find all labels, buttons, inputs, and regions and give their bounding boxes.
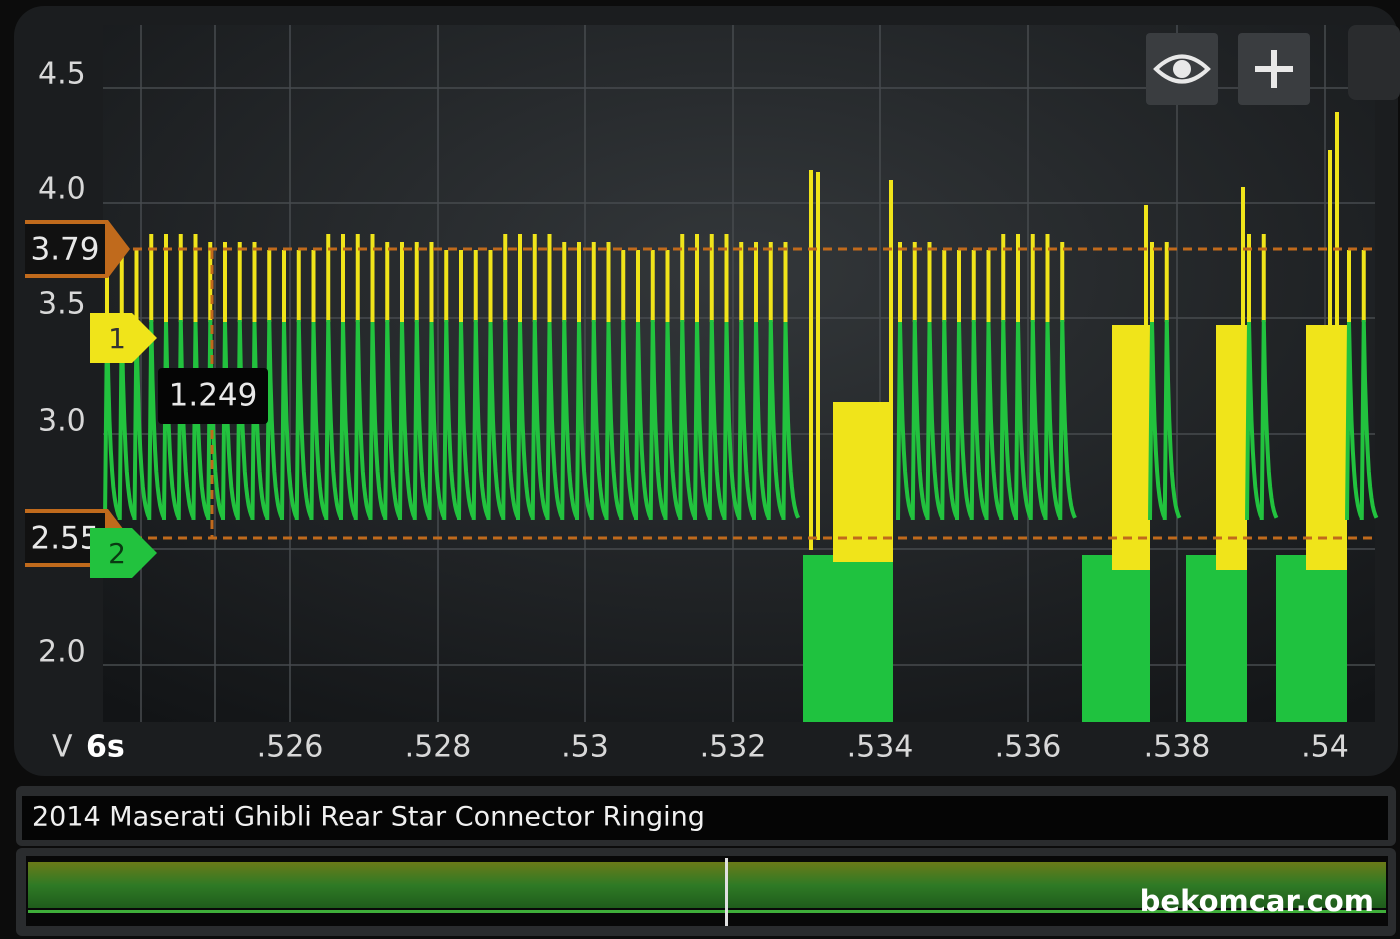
x-tick-label: .528 — [405, 730, 472, 765]
cursor-value: 2.55 — [30, 521, 99, 557]
x-tick-label: .534 — [847, 730, 914, 765]
trace-burst-high — [1112, 325, 1150, 570]
x-tick-label: .526 — [257, 730, 324, 765]
trace-burst-low — [1186, 555, 1247, 722]
y-tick-label: 4.0 — [38, 172, 86, 207]
x-tick-label: .538 — [1144, 730, 1211, 765]
measurement-value: 1.249 — [169, 378, 258, 414]
overview-baseline — [28, 910, 1386, 913]
title-bar — [22, 796, 1388, 840]
cursor-tag-inner — [25, 224, 105, 274]
channel-marker[interactable] — [90, 528, 157, 578]
x-tick-label: .54 — [1301, 730, 1349, 765]
channel-label: 2 — [108, 537, 126, 570]
trace-green — [103, 320, 1379, 521]
side-handle[interactable] — [1348, 25, 1400, 100]
channel-marker[interactable] — [90, 313, 157, 363]
trace-burst-low — [803, 555, 893, 722]
x-tick-label: .53 — [561, 730, 609, 765]
trace-burst-high — [1306, 325, 1347, 570]
eye-pupil — [1173, 60, 1191, 78]
trace-spikes — [809, 112, 1339, 560]
y-tick-label: 4.5 — [38, 57, 86, 92]
watermark: bekomcar.com — [1140, 884, 1374, 918]
overview-waveform — [28, 862, 1386, 908]
cursor-value: 3.79 — [30, 232, 99, 268]
timebase: 6s — [86, 730, 125, 765]
trace-burst-low — [1276, 555, 1347, 722]
plus-icon — [1255, 50, 1293, 88]
waveform-title: 2014 Maserati Ghibli Rear Star Connector… — [32, 802, 705, 833]
y-tick-label: 3.5 — [38, 287, 86, 322]
measurement-box — [158, 368, 268, 424]
trace-burst-high — [833, 402, 893, 562]
channel-label: 1 — [108, 322, 126, 355]
y-unit: V — [52, 730, 73, 765]
y-tick-label: 3.0 — [38, 404, 86, 439]
x-tick-label: .532 — [700, 730, 767, 765]
trace-yellow — [105, 234, 1366, 322]
overview-position[interactable] — [725, 858, 728, 926]
trace-burst-low — [1082, 555, 1150, 722]
eye-icon — [1153, 54, 1211, 84]
x-tick-label: .536 — [995, 730, 1062, 765]
y-tick-label: 2.0 — [38, 635, 86, 670]
